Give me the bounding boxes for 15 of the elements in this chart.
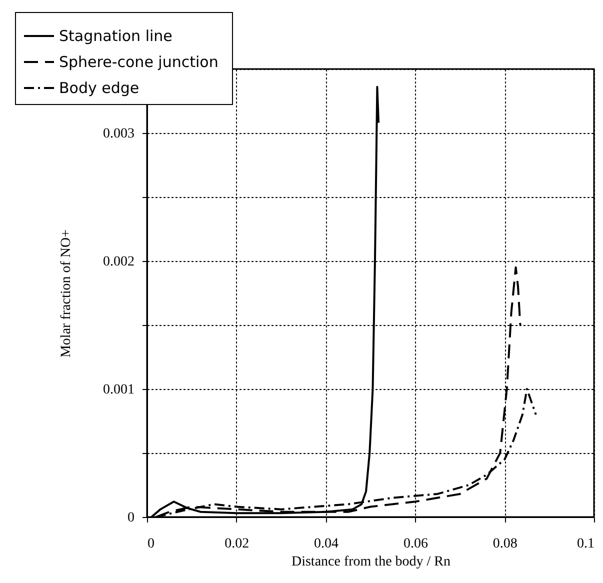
legend-label: Stagnation line xyxy=(59,27,172,45)
x-tick-label: 0 xyxy=(148,536,154,552)
x-tick-label: 0.06 xyxy=(403,536,428,552)
x-axis-title: Distance from the body / Rn xyxy=(291,554,451,570)
legend-label: Sphere-cone junction xyxy=(59,53,218,71)
x-tick-label: 0.04 xyxy=(314,536,339,552)
y-tick-label: 0.002 xyxy=(103,254,134,270)
x-tick-label: 0.08 xyxy=(492,536,518,552)
legend-label: Body edge xyxy=(59,79,140,97)
y-tick-label: 0 xyxy=(128,510,134,526)
x-tick-label: 0.1 xyxy=(577,536,594,552)
y-axis-title: Molar fraction of NO+ xyxy=(59,229,74,358)
y-tick-label: 0.001 xyxy=(103,382,134,398)
x-tick-label: 0.02 xyxy=(224,536,250,552)
y-tick-label: 0.003 xyxy=(103,126,134,142)
